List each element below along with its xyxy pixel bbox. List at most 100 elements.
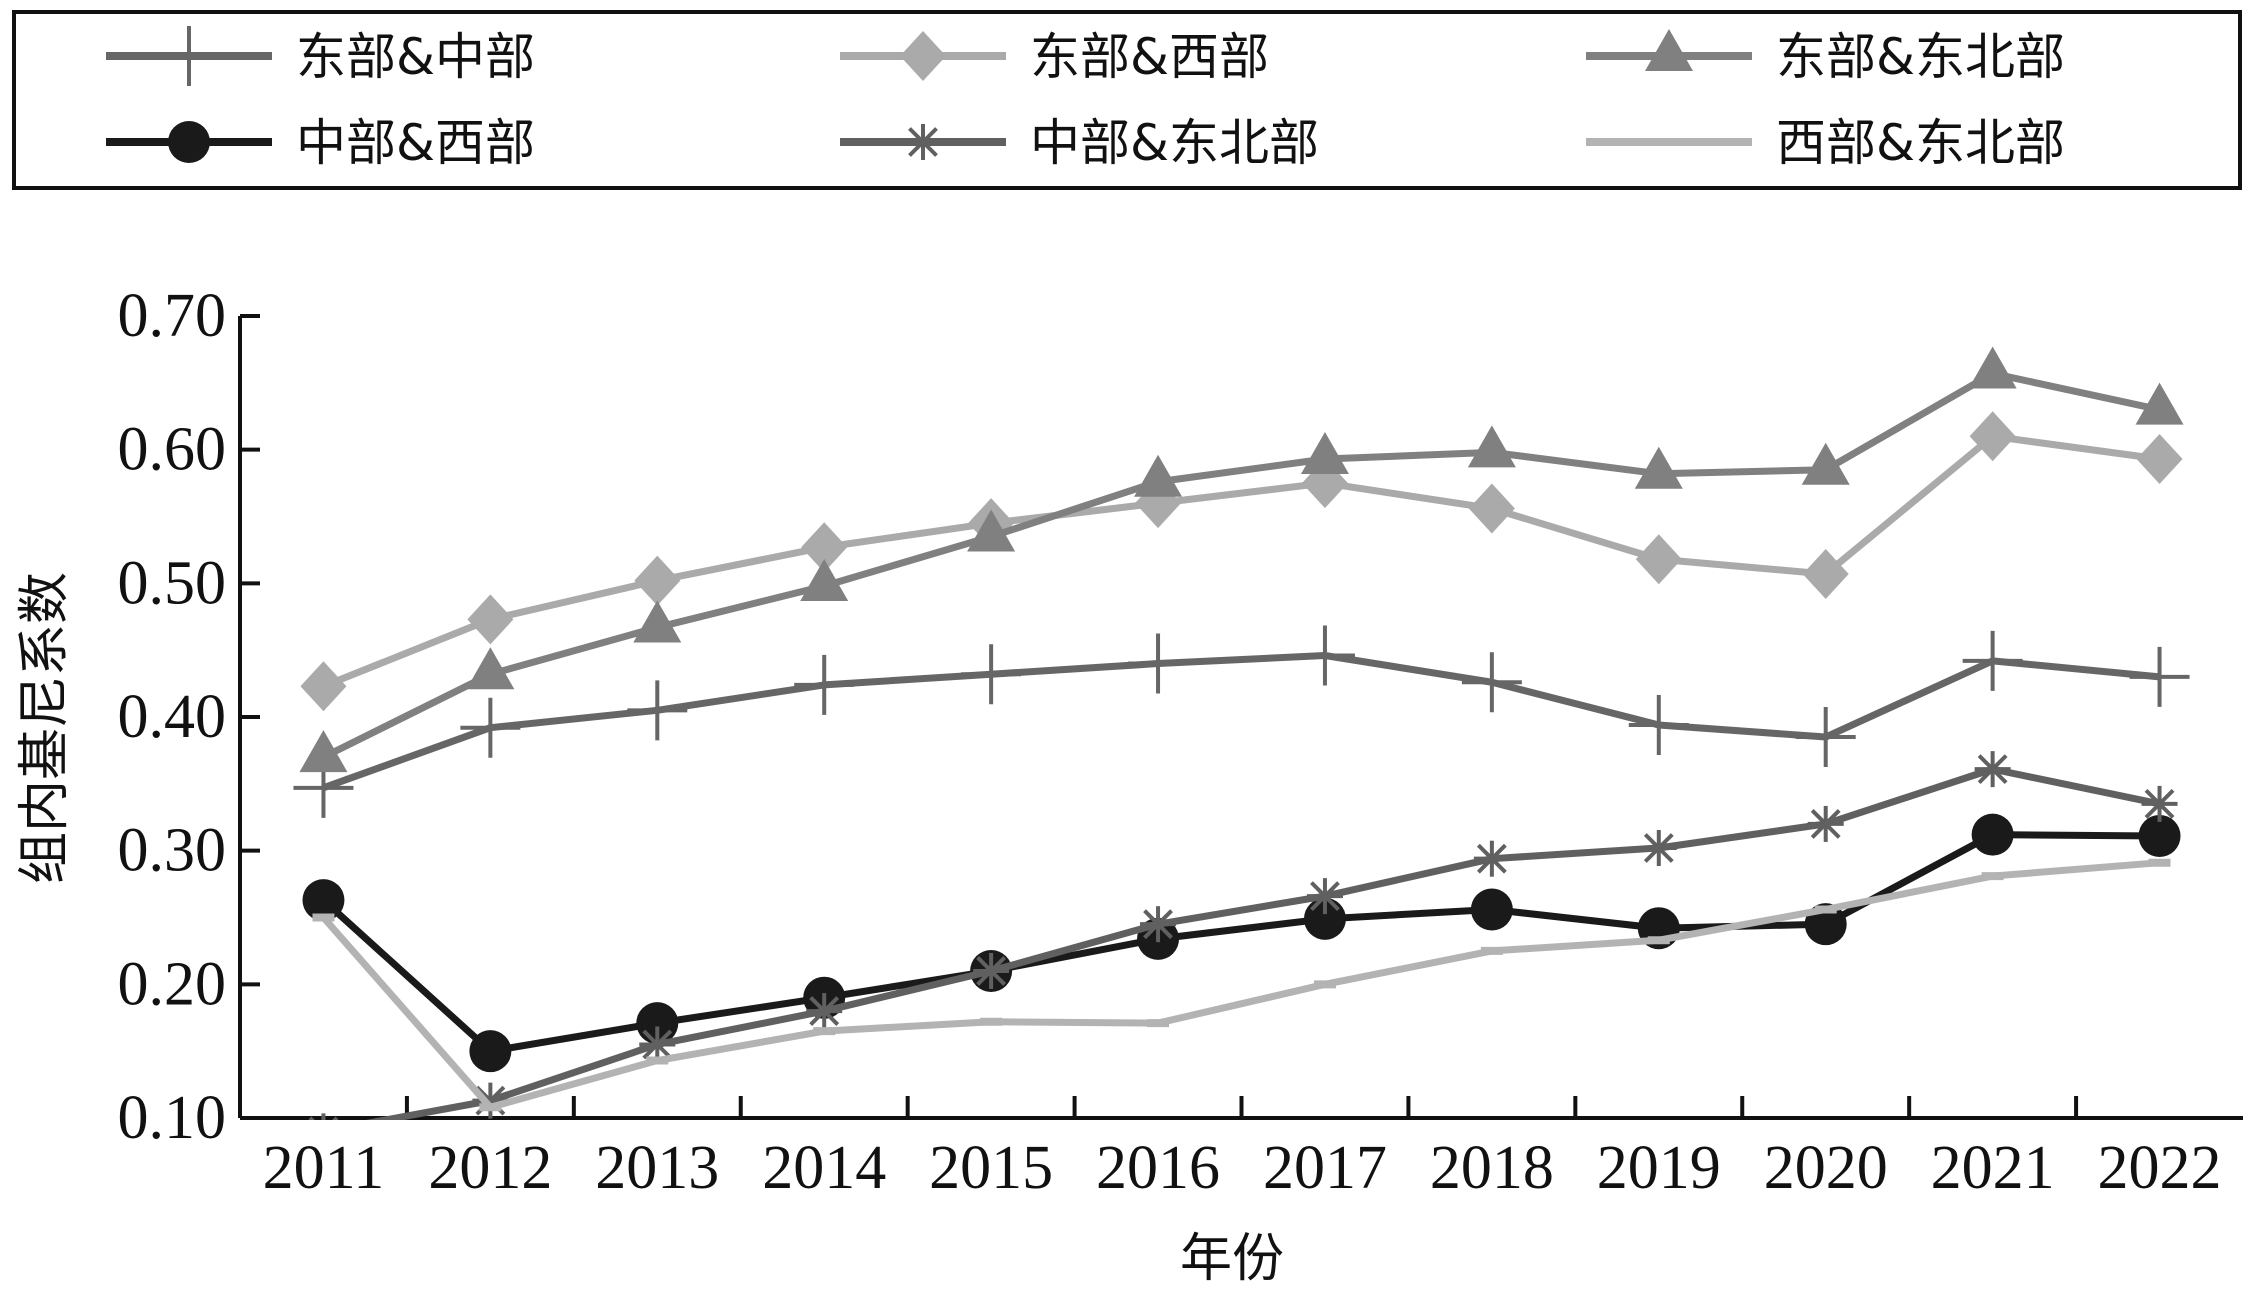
legend-item: 东部&中部 bbox=[106, 26, 535, 86]
series-5 bbox=[308, 751, 2178, 1120]
x-tick-label: 2018 bbox=[1430, 1134, 1554, 1202]
legend-item: 东部&东北部 bbox=[1586, 28, 2065, 86]
data-point bbox=[1969, 411, 2016, 462]
legend-item: 中部&西部 bbox=[106, 114, 535, 172]
data-point bbox=[806, 993, 843, 1030]
y-axis-title: 组内基尼系数 bbox=[15, 572, 75, 884]
data-point bbox=[1461, 652, 1522, 713]
x-tick-label: 2021 bbox=[1931, 1134, 2055, 1202]
series-3 bbox=[299, 346, 2184, 773]
data-point bbox=[800, 559, 849, 602]
legend-swatch-marker bbox=[900, 31, 946, 81]
data-point bbox=[1467, 425, 1516, 468]
series-line bbox=[365, 765, 2161, 1120]
data-point bbox=[466, 647, 515, 690]
data-point bbox=[634, 555, 681, 606]
y-tick-label: 0.30 bbox=[118, 817, 227, 885]
data-point bbox=[627, 680, 688, 741]
x-ticks: 2011 2012 2013 2014 2015 2016 2017 2018 2019 2020… bbox=[263, 1096, 2222, 1202]
x-tick-label: 2017 bbox=[1263, 1134, 1387, 1202]
legend-swatch-marker bbox=[159, 26, 219, 86]
data-point bbox=[1634, 446, 1683, 489]
data-point bbox=[308, 1113, 339, 1120]
y-tick-label: 0.60 bbox=[118, 416, 227, 484]
data-point bbox=[1300, 432, 1349, 475]
series-line bbox=[322, 432, 2161, 690]
legend-swatch-marker bbox=[905, 124, 941, 160]
data-point bbox=[2129, 646, 2190, 707]
legend-label: 东部&东北部 bbox=[1776, 28, 2065, 86]
data-point bbox=[1468, 483, 1515, 534]
data-point bbox=[1971, 813, 2014, 856]
series-2 bbox=[300, 411, 2183, 712]
legend-item: 中部&东北部 bbox=[840, 114, 1319, 172]
x-tick-label: 2014 bbox=[762, 1134, 886, 1202]
x-tick-label: 2015 bbox=[929, 1134, 1053, 1202]
series-line bbox=[322, 652, 2160, 792]
data-point bbox=[1795, 707, 1856, 768]
data-point bbox=[633, 600, 682, 643]
y-tick-label: 0.40 bbox=[118, 683, 227, 751]
data-point bbox=[1134, 454, 1183, 497]
data-point bbox=[300, 661, 347, 712]
data-point bbox=[1140, 906, 1177, 943]
x-axis-title: 年份 bbox=[1180, 1229, 1284, 1289]
data-point bbox=[1635, 534, 1682, 585]
data-point bbox=[1974, 751, 2011, 788]
legend-label: 中部&东北部 bbox=[1030, 114, 1319, 172]
x-tick-label: 2012 bbox=[428, 1134, 552, 1202]
data-point bbox=[1640, 829, 1677, 866]
data-point bbox=[1807, 805, 1844, 842]
data-point bbox=[469, 1030, 512, 1073]
y-tick-label: 0.20 bbox=[118, 950, 227, 1018]
series-line bbox=[321, 369, 2161, 761]
series-line bbox=[321, 831, 2160, 1055]
legend-swatch-marker bbox=[1645, 29, 1693, 71]
data-point bbox=[639, 1026, 676, 1063]
data-point bbox=[2138, 814, 2181, 857]
legend-label: 东部&中部 bbox=[296, 28, 535, 86]
data-point bbox=[467, 594, 514, 645]
legend-label: 中部&西部 bbox=[296, 114, 535, 172]
series-6 bbox=[312, 858, 2171, 1112]
data-point bbox=[299, 730, 348, 773]
data-point bbox=[1802, 548, 1849, 599]
data-point bbox=[460, 697, 521, 758]
x-tick-label: 2011 bbox=[263, 1134, 385, 1202]
y-tick-label: 0.50 bbox=[118, 549, 227, 617]
data-point bbox=[1968, 346, 2017, 389]
legend-box bbox=[12, 10, 2242, 190]
legend-item: 西部&东北部 bbox=[1586, 114, 2065, 172]
legend-label: 东部&西部 bbox=[1030, 28, 1269, 86]
series-4 bbox=[302, 813, 2181, 1073]
legend-label: 西部&东北部 bbox=[1776, 114, 2065, 172]
series-layer bbox=[293, 346, 2190, 1120]
y-tick-label: 0.70 bbox=[118, 282, 227, 350]
y-tick-label: 0.10 bbox=[118, 1084, 227, 1152]
series-line bbox=[320, 859, 2160, 1111]
data-point bbox=[961, 644, 1022, 705]
x-tick-label: 2016 bbox=[1096, 1134, 1220, 1202]
data-point bbox=[2141, 785, 2178, 822]
data-point bbox=[1128, 633, 1189, 694]
data-point bbox=[794, 654, 855, 715]
data-point bbox=[302, 879, 345, 922]
x-tick-label: 2013 bbox=[595, 1134, 719, 1202]
data-point bbox=[973, 952, 1010, 989]
data-point bbox=[1470, 888, 1513, 931]
series-1 bbox=[293, 625, 2190, 818]
data-point bbox=[1473, 840, 1510, 877]
data-point bbox=[1628, 695, 1689, 756]
x-tick-label: 2019 bbox=[1597, 1134, 1721, 1202]
y-ticks: 0.10 0.20 0.30 0.40 0.50 0.60 0.70 bbox=[118, 282, 260, 1152]
legend-swatch-marker bbox=[168, 121, 210, 163]
data-point bbox=[2136, 434, 2183, 485]
data-point bbox=[2135, 382, 2184, 425]
data-point bbox=[967, 509, 1016, 552]
data-point bbox=[1306, 878, 1343, 915]
legend-item: 东部&西部 bbox=[840, 28, 1269, 86]
data-point bbox=[801, 522, 848, 573]
